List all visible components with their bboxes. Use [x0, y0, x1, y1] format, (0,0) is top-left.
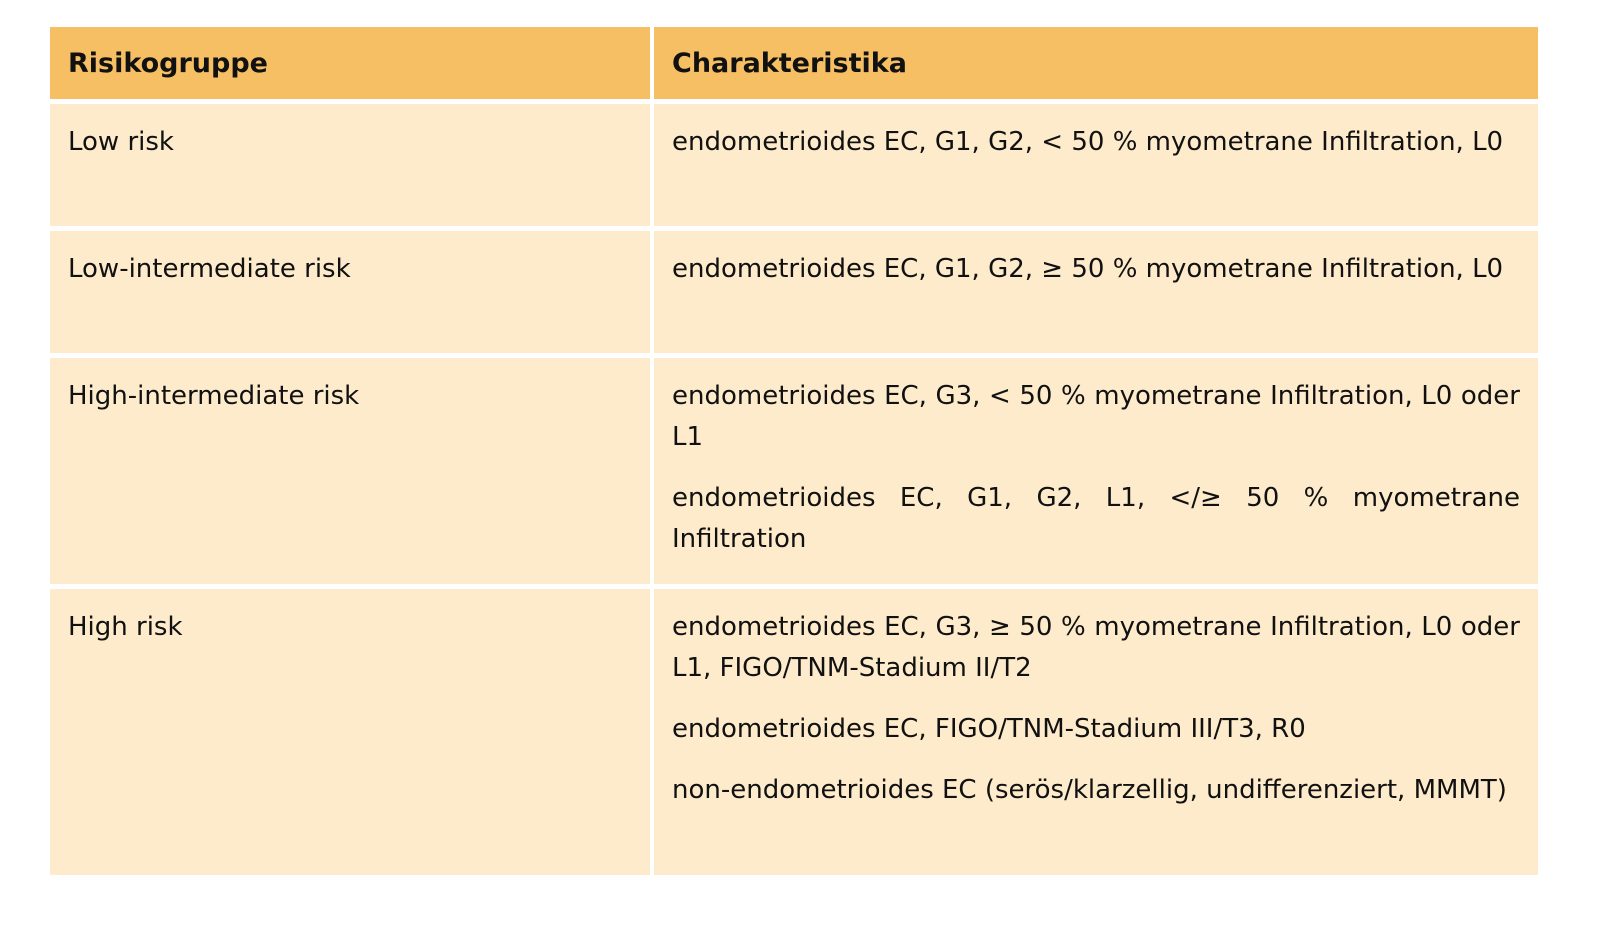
- cell-group: High risk: [50, 589, 650, 875]
- cell-characteristics: endometrioides EC, G1, G2, < 50 % myomet…: [654, 104, 1538, 226]
- cell-group: High-intermediate risk: [50, 358, 650, 584]
- cell-characteristics: endometrioides EC, G3, < 50 % myometrane…: [654, 358, 1538, 584]
- characteristic-item: endometrioides EC, G3, < 50 % myometrane…: [672, 381, 1520, 452]
- characteristic-item: endometrioides EC, G1, G2, ≥ 50 % myomet…: [672, 254, 1504, 284]
- header-risikogruppe: Risikogruppe: [50, 27, 650, 99]
- characteristic-item: endometrioides EC, FIGO/TNM-Stadium III/…: [672, 714, 1306, 744]
- header-charakteristika: Charakteristika: [654, 27, 1538, 99]
- cell-group: Low-intermediate risk: [50, 231, 650, 353]
- characteristic-item: endometrioides EC, G3, ≥ 50 % myometrane…: [672, 612, 1520, 683]
- characteristic-item: endometrioides EC, G1, G2, L1, </≥ 50 % …: [672, 483, 1520, 554]
- cell-group: Low risk: [50, 104, 650, 226]
- cell-characteristics: endometrioides EC, G3, ≥ 50 % myometrane…: [654, 589, 1538, 875]
- characteristic-item: non-endometrioides EC (serös/klarzellig,…: [672, 775, 1507, 805]
- cell-characteristics: endometrioides EC, G1, G2, ≥ 50 % myomet…: [654, 231, 1538, 353]
- characteristic-item: endometrioides EC, G1, G2, < 50 % myomet…: [672, 127, 1504, 157]
- risk-group-table: Risikogruppe Charakteristika Low risk en…: [50, 27, 1538, 875]
